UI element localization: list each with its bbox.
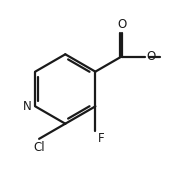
- Text: Cl: Cl: [33, 141, 45, 154]
- Text: N: N: [23, 100, 32, 113]
- Text: O: O: [146, 50, 155, 63]
- Text: O: O: [117, 18, 126, 31]
- Text: F: F: [98, 132, 105, 145]
